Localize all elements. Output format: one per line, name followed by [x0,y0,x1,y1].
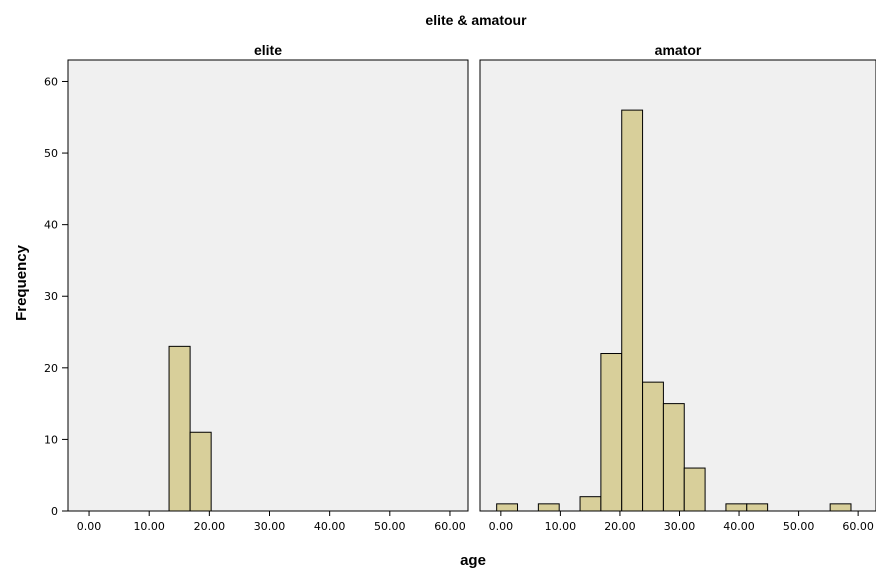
x-tick-label: 50.00 [374,520,406,533]
histogram-bar [621,109,644,512]
y-tick-label: 0 [51,505,58,518]
panel-title-amator: amator [655,42,702,58]
x-tick-label: 0.00 [489,520,514,533]
x-tick-label: 60.00 [842,520,874,533]
histogram-bar [725,503,748,512]
histogram-bar [600,353,623,512]
x-tick-label: 20.00 [194,520,226,533]
histogram-bar [746,503,769,512]
histogram-bar [683,467,706,512]
chart-title: elite & amatour [425,12,527,28]
x-tick-label: 40.00 [314,520,346,533]
x-tick-label: 40.00 [723,520,755,533]
y-tick-label: 50 [44,147,58,160]
histogram-bar [496,503,519,512]
y-tick-label: 40 [44,219,58,232]
y-tick-label: 30 [44,290,58,303]
x-axis-label: age [460,552,486,568]
x-tick-label: 50.00 [783,520,815,533]
y-tick-label: 20 [44,362,58,375]
x-tick-label: 30.00 [254,520,286,533]
histogram-bar [537,503,560,512]
histogram-bar [579,496,602,512]
y-axis-label: Frequency [13,244,30,321]
histogram-bar [642,381,664,512]
histogram-bar [168,345,191,512]
histogram-bar [662,403,685,512]
histogram-bar [189,431,212,512]
x-tick-label: 30.00 [664,520,696,533]
y-tick-label: 10 [44,433,58,446]
plot-area-elite [67,59,469,512]
x-tick-label: 20.00 [604,520,636,533]
y-tick-label: 60 [44,75,58,88]
x-tick-label: 10.00 [133,520,165,533]
x-tick-label: 10.00 [545,520,577,533]
x-tick-label: 0.00 [77,520,102,533]
x-tick-label: 60.00 [434,520,466,533]
panel-title-elite: elite [254,42,282,58]
histogram-bar [829,503,852,512]
